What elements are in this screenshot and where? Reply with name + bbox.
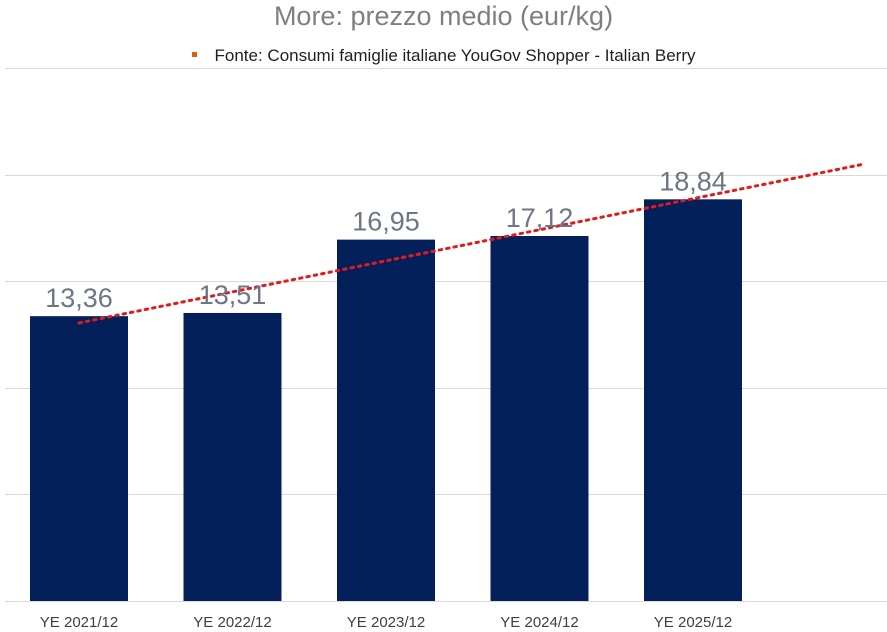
- data-label: 13,51: [199, 280, 267, 310]
- data-label: 17,12: [506, 203, 574, 233]
- legend-marker: [191, 52, 197, 58]
- legend-label: Fonte: Consumi famiglie italiane YouGov …: [214, 46, 696, 65]
- trendline: [77, 163, 864, 325]
- legend: Fonte: Consumi famiglie italiane YouGov …: [0, 45, 887, 67]
- bar: [644, 199, 742, 601]
- bar: [337, 239, 435, 601]
- x-tick-label: YE 2022/12: [193, 614, 271, 631]
- data-labels: 13,36 13,51 16,95 17,12 18,84: [45, 166, 727, 313]
- gridlines: [5, 68, 887, 602]
- bar: [490, 236, 589, 602]
- bar: [30, 316, 128, 601]
- data-label: 18,84: [659, 166, 727, 196]
- x-tick-label: YE 2025/12: [654, 614, 732, 631]
- chart-title: More: prezzo medio (eur/kg): [273, 1, 614, 31]
- data-label: 16,95: [352, 207, 420, 237]
- data-label: 13,36: [45, 283, 113, 313]
- bar: [183, 312, 282, 601]
- x-axis-tick-labels: YE 2021/12 YE 2022/12 YE 2023/12 YE 2024/12…: [40, 614, 732, 631]
- x-tick-label: YE 2021/12: [40, 614, 118, 631]
- x-tick-label: YE 2024/12: [500, 614, 578, 631]
- x-tick-label: YE 2023/12: [347, 614, 425, 631]
- trendline-layer: [77, 163, 864, 325]
- bars: [30, 199, 742, 602]
